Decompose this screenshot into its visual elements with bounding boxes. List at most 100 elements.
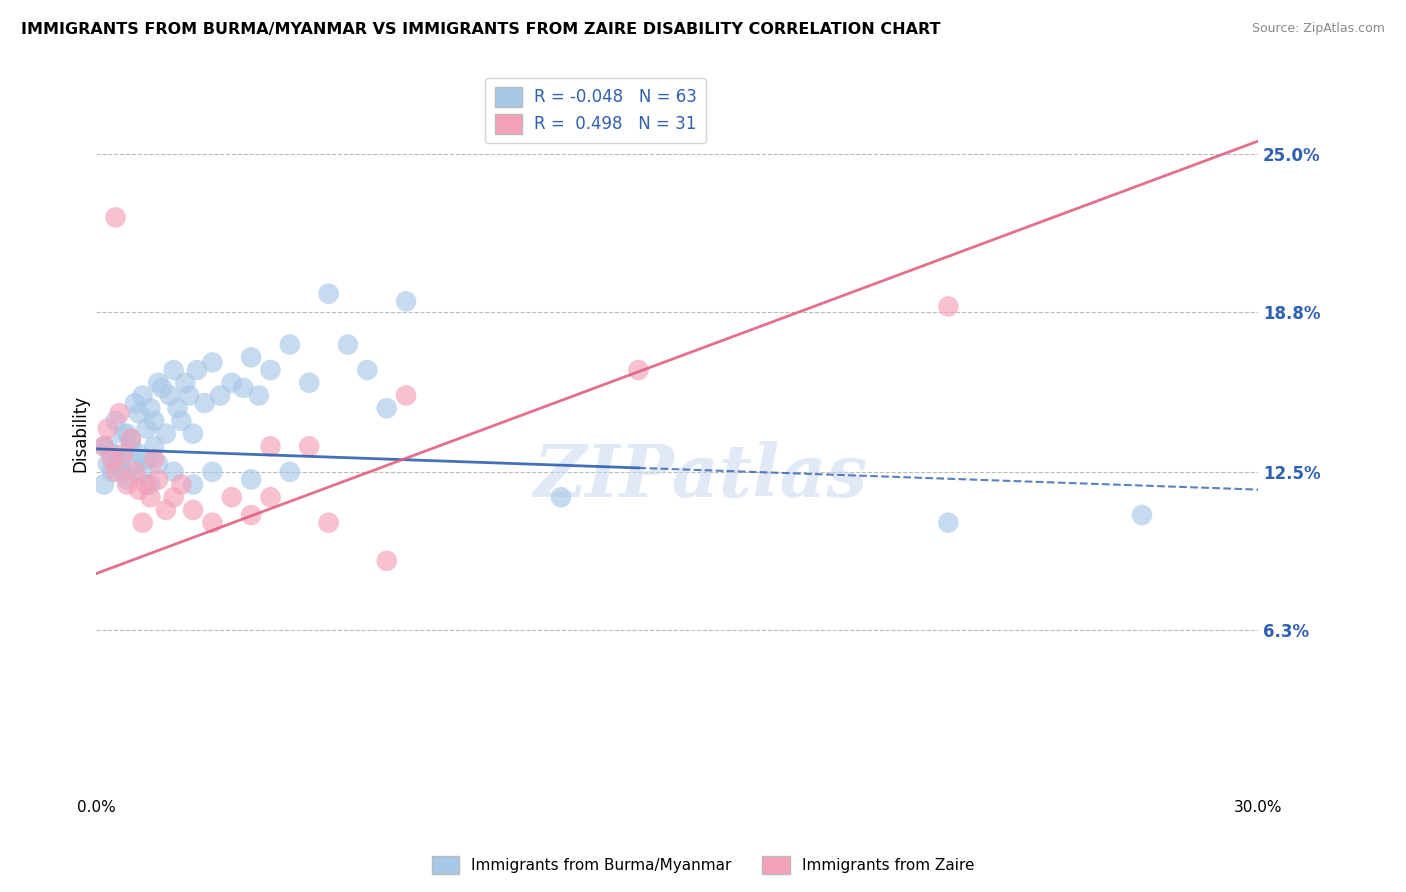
Point bbox=[128, 406, 150, 420]
Point bbox=[131, 465, 153, 479]
Point bbox=[181, 503, 204, 517]
Point bbox=[146, 457, 169, 471]
Legend: Immigrants from Burma/Myanmar, Immigrants from Zaire: Immigrants from Burma/Myanmar, Immigrant… bbox=[426, 850, 980, 880]
Point bbox=[163, 363, 186, 377]
Point bbox=[150, 381, 173, 395]
Point bbox=[143, 452, 166, 467]
Point bbox=[100, 447, 122, 461]
Point bbox=[259, 363, 281, 377]
Point bbox=[163, 490, 186, 504]
Point bbox=[115, 426, 138, 441]
Point bbox=[221, 376, 243, 390]
Point bbox=[936, 516, 959, 530]
Point bbox=[115, 472, 138, 486]
Point bbox=[259, 490, 281, 504]
Point bbox=[298, 439, 321, 453]
Point bbox=[93, 477, 115, 491]
Point bbox=[104, 414, 127, 428]
Point bbox=[97, 421, 120, 435]
Point bbox=[128, 447, 150, 461]
Point bbox=[135, 421, 157, 435]
Legend: R = -0.048   N = 63, R =  0.498   N = 31: R = -0.048 N = 63, R = 0.498 N = 31 bbox=[485, 78, 706, 144]
Point bbox=[143, 414, 166, 428]
Point bbox=[181, 426, 204, 441]
Point bbox=[155, 503, 177, 517]
Point bbox=[139, 401, 162, 416]
Point bbox=[104, 452, 127, 467]
Text: ZIPatlas: ZIPatlas bbox=[533, 441, 868, 512]
Point bbox=[179, 388, 201, 402]
Point bbox=[1130, 508, 1153, 522]
Point bbox=[240, 472, 263, 486]
Point bbox=[104, 211, 127, 225]
Point bbox=[120, 439, 142, 453]
Point bbox=[627, 363, 650, 377]
Point bbox=[124, 396, 146, 410]
Point bbox=[163, 465, 186, 479]
Point bbox=[166, 401, 188, 416]
Point bbox=[159, 388, 181, 402]
Point bbox=[395, 388, 418, 402]
Point bbox=[143, 439, 166, 453]
Point bbox=[124, 457, 146, 471]
Point bbox=[120, 432, 142, 446]
Point bbox=[278, 337, 301, 351]
Y-axis label: Disability: Disability bbox=[72, 395, 89, 472]
Point bbox=[146, 472, 169, 486]
Point bbox=[336, 337, 359, 351]
Point bbox=[139, 490, 162, 504]
Point bbox=[108, 457, 131, 471]
Point bbox=[112, 426, 135, 441]
Point bbox=[131, 388, 153, 402]
Point bbox=[240, 508, 263, 522]
Point bbox=[259, 439, 281, 453]
Point bbox=[174, 376, 197, 390]
Point bbox=[139, 477, 162, 491]
Point bbox=[936, 300, 959, 314]
Point bbox=[318, 286, 340, 301]
Point bbox=[135, 477, 157, 491]
Point bbox=[247, 388, 270, 402]
Point bbox=[124, 465, 146, 479]
Point bbox=[131, 516, 153, 530]
Point bbox=[135, 452, 157, 467]
Point bbox=[115, 477, 138, 491]
Point bbox=[356, 363, 378, 377]
Point bbox=[120, 432, 142, 446]
Point bbox=[170, 477, 193, 491]
Point bbox=[232, 381, 254, 395]
Point bbox=[240, 351, 263, 365]
Point bbox=[194, 396, 217, 410]
Point bbox=[128, 483, 150, 497]
Text: IMMIGRANTS FROM BURMA/MYANMAR VS IMMIGRANTS FROM ZAIRE DISABILITY CORRELATION CH: IMMIGRANTS FROM BURMA/MYANMAR VS IMMIGRA… bbox=[21, 22, 941, 37]
Point bbox=[97, 439, 120, 453]
Point bbox=[155, 426, 177, 441]
Point bbox=[395, 294, 418, 309]
Point bbox=[298, 376, 321, 390]
Point bbox=[112, 465, 135, 479]
Point bbox=[278, 465, 301, 479]
Point bbox=[201, 465, 224, 479]
Point bbox=[100, 452, 122, 467]
Point bbox=[100, 465, 122, 479]
Point bbox=[170, 414, 193, 428]
Point bbox=[97, 457, 120, 471]
Point bbox=[186, 363, 208, 377]
Point bbox=[221, 490, 243, 504]
Point bbox=[93, 439, 115, 453]
Point bbox=[181, 477, 204, 491]
Text: Source: ZipAtlas.com: Source: ZipAtlas.com bbox=[1251, 22, 1385, 36]
Point bbox=[201, 355, 224, 369]
Point bbox=[112, 447, 135, 461]
Point bbox=[375, 554, 398, 568]
Point bbox=[108, 452, 131, 467]
Point bbox=[550, 490, 572, 504]
Point bbox=[318, 516, 340, 530]
Point bbox=[201, 516, 224, 530]
Point bbox=[108, 406, 131, 420]
Point bbox=[93, 439, 115, 453]
Point bbox=[375, 401, 398, 416]
Point bbox=[209, 388, 232, 402]
Point bbox=[104, 465, 127, 479]
Point bbox=[146, 376, 169, 390]
